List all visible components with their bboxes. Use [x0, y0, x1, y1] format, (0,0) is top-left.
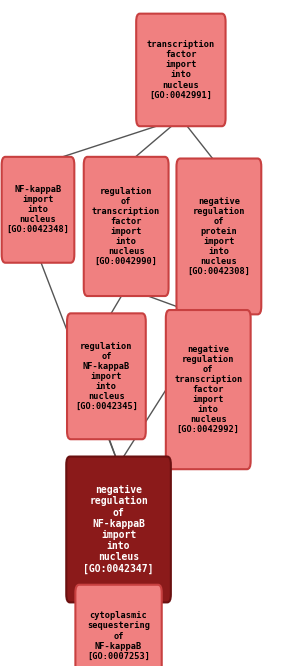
FancyBboxPatch shape [176, 159, 261, 314]
FancyBboxPatch shape [84, 157, 168, 296]
Text: negative
regulation
of
protein
import
into
nucleus
[GO:0042308]: negative regulation of protein import in… [187, 196, 250, 276]
Text: cytoplasmic
sequestering
of
NF-kappaB
[GO:0007253]: cytoplasmic sequestering of NF-kappaB [G… [87, 611, 150, 661]
FancyBboxPatch shape [2, 157, 74, 262]
Text: NF-kappaB
import
into
nucleus
[GO:0042348]: NF-kappaB import into nucleus [GO:004234… [6, 185, 70, 234]
Text: regulation
of
transcription
factor
import
into
nucleus
[GO:0042990]: regulation of transcription factor impor… [92, 186, 160, 266]
Text: regulation
of
NF-kappaB
import
into
nucleus
[GO:0042345]: regulation of NF-kappaB import into nucl… [75, 342, 138, 411]
Text: transcription
factor
import
into
nucleus
[GO:0042991]: transcription factor import into nucleus… [147, 41, 215, 99]
FancyBboxPatch shape [75, 585, 162, 666]
FancyBboxPatch shape [66, 457, 171, 602]
FancyBboxPatch shape [166, 310, 250, 469]
FancyBboxPatch shape [136, 14, 226, 127]
FancyBboxPatch shape [67, 314, 146, 440]
Text: negative
regulation
of
NF-kappaB
import
into
nucleus
[GO:0042347]: negative regulation of NF-kappaB import … [83, 485, 154, 574]
Text: negative
regulation
of
transcription
factor
import
into
nucleus
[GO:0042992]: negative regulation of transcription fac… [174, 345, 242, 434]
